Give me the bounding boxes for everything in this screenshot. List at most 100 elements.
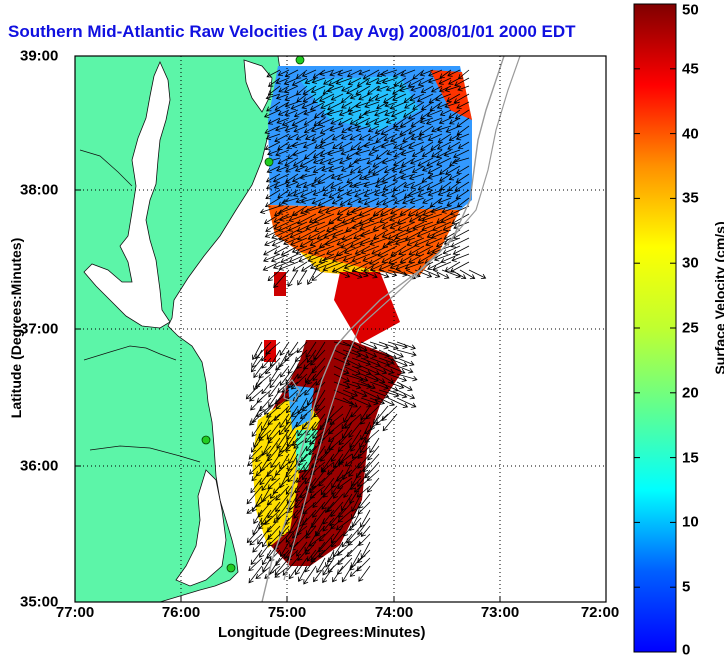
velocity-arrow — [329, 413, 344, 425]
velocity-arrow — [367, 165, 380, 174]
velocity-arrow — [360, 389, 381, 400]
velocity-arrow — [363, 173, 380, 181]
velocity-arrow — [351, 269, 369, 278]
velocity-arrow — [363, 109, 380, 116]
velocity-arrow — [349, 93, 362, 100]
velocity-arrow — [372, 221, 389, 231]
velocity-arrow — [349, 181, 362, 188]
velocity-arrow — [351, 381, 372, 389]
velocity-arrow — [363, 189, 380, 198]
velocity-arrow — [358, 93, 371, 101]
velocity-arrow — [308, 213, 326, 224]
y-tick-label: 38:00 — [20, 181, 59, 199]
velocity-arrow — [360, 397, 379, 406]
velocity-arrow — [365, 405, 380, 420]
velocity-arrow — [356, 141, 371, 151]
velocity-arrow — [357, 197, 371, 204]
velocity-arrow — [342, 269, 363, 279]
delaware-bay — [243, 59, 273, 113]
velocity-arrow — [455, 133, 470, 141]
x-tick-label: 75:00 — [267, 604, 307, 621]
velocity-arrow — [356, 485, 371, 498]
velocity-arrow — [264, 229, 281, 238]
velocity-arrow — [304, 165, 317, 172]
velocity-arrow — [381, 77, 398, 85]
velocity-arrow — [299, 173, 317, 180]
velocity-arrow — [421, 149, 434, 157]
velocity-arrow — [288, 517, 299, 535]
velocity-arrow — [261, 381, 272, 395]
velocity-arrow — [299, 237, 317, 248]
velocity-arrow — [452, 245, 470, 255]
velocity-arrow — [325, 501, 335, 513]
velocity-arrow — [400, 149, 416, 157]
velocity-arrow — [302, 141, 317, 149]
velocity-arrow — [360, 525, 371, 538]
velocity-arrow — [417, 189, 434, 198]
velocity-arrow — [297, 269, 308, 286]
velocity-arrow — [429, 197, 443, 208]
velocity-arrow — [358, 533, 371, 547]
velocity-arrow — [292, 261, 308, 272]
velocity-arrow — [396, 357, 415, 367]
velocity-arrow — [302, 93, 317, 103]
velocity-arrow — [360, 245, 380, 255]
velocity-arrow — [414, 205, 434, 217]
velocity-arrow — [266, 101, 281, 112]
velocity-arrow — [297, 565, 308, 583]
velocity-arrow — [337, 549, 353, 566]
velocity-arrow — [296, 93, 308, 103]
velocity-arrow — [330, 93, 344, 101]
velocity-arrow — [276, 117, 290, 125]
velocity-arrow — [343, 245, 362, 255]
velocity-arrow — [278, 229, 299, 241]
velocity-arrow — [337, 541, 353, 556]
velocity-arrow — [342, 389, 359, 398]
velocity-arrow — [360, 373, 379, 383]
velocity-arrow — [389, 205, 407, 215]
velocity-arrow — [250, 549, 263, 566]
velocity-arrow — [385, 85, 398, 92]
velocity-arrow — [307, 373, 317, 385]
velocity-arrow — [349, 117, 362, 125]
velocity-arrow — [304, 133, 317, 141]
velocity-arrow — [442, 221, 461, 231]
velocity-arrow — [351, 389, 368, 398]
velocity-arrow — [270, 453, 281, 469]
velocity-arrow — [354, 117, 371, 127]
velocity-arrow — [329, 69, 344, 77]
velocity-arrow — [301, 69, 317, 78]
velocity-arrow — [446, 197, 461, 207]
velocity-arrow — [439, 165, 452, 175]
velocity-arrow — [350, 405, 362, 418]
velocity-arrow — [358, 565, 371, 582]
velocity-arrow — [261, 477, 272, 492]
velocity-arrow — [380, 141, 398, 149]
velocity-arrow — [278, 261, 299, 271]
velocity-arrow — [320, 101, 335, 110]
velocity-arrow — [302, 501, 317, 515]
velocity-arrow — [279, 373, 290, 386]
velocity-arrow — [378, 341, 399, 351]
velocity-arrow — [331, 197, 344, 205]
velocity-arrow — [387, 357, 408, 368]
velocity-arrow — [407, 189, 425, 198]
velocity-arrow — [369, 269, 390, 279]
velocity-arrow — [371, 245, 389, 255]
velocity-arrow — [322, 485, 335, 498]
velocity-arrow — [310, 549, 326, 563]
velocity-arrow — [426, 181, 443, 191]
velocity-arrow — [417, 181, 434, 191]
velocity-arrow — [267, 149, 281, 156]
graticule — [75, 56, 606, 602]
velocity-arrow — [251, 421, 263, 437]
velocity-arrow — [300, 189, 317, 198]
velocity-arrow — [359, 437, 371, 454]
velocity-arrow — [410, 133, 425, 141]
velocity-arrow — [301, 261, 317, 272]
velocity-arrow — [267, 525, 281, 540]
velocity-arrow — [327, 421, 344, 435]
velocity-arrow — [360, 357, 381, 367]
velocity-arrow — [322, 565, 335, 584]
velocity-arrow — [287, 357, 299, 375]
